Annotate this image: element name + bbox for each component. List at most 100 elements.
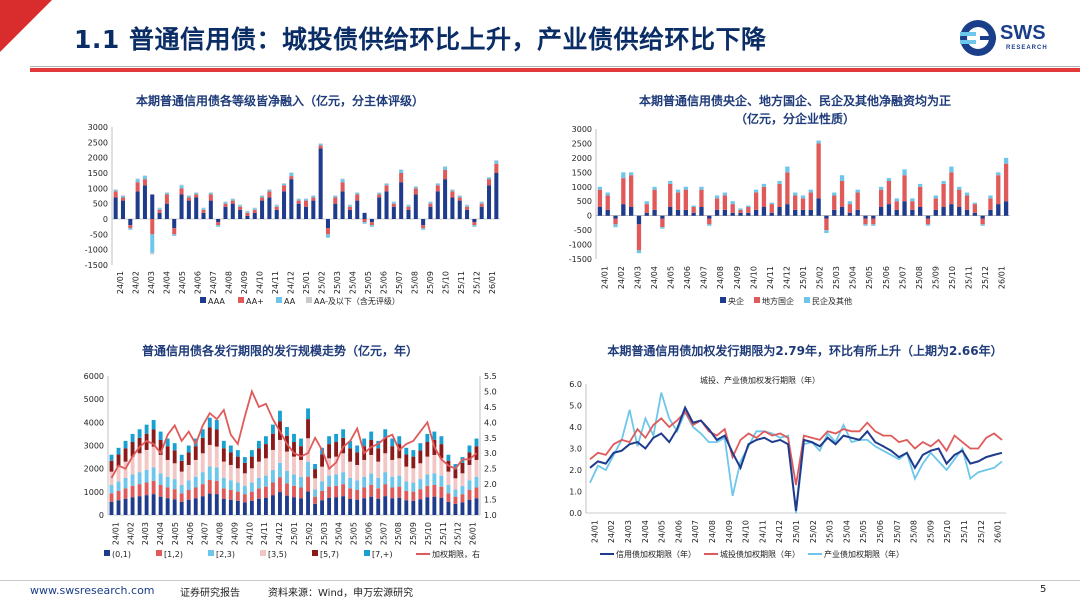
c3-bar xyxy=(144,469,149,483)
c2-xtick: 25/07 xyxy=(898,266,907,289)
c2-bar xyxy=(707,218,712,225)
c1-bar xyxy=(391,203,396,207)
c2-bar xyxy=(949,204,954,216)
c1-bar xyxy=(377,194,382,198)
c1-bar xyxy=(435,191,440,219)
c1-bar xyxy=(421,225,426,229)
c3-ytick: 1000 xyxy=(84,488,104,497)
c2-ytick: 3000 xyxy=(572,125,592,134)
c2-bar xyxy=(925,218,931,225)
c3-bar xyxy=(186,452,191,465)
c2-xtick: 25/08 xyxy=(915,266,924,289)
c3-bar xyxy=(235,482,240,492)
c3-bar xyxy=(200,429,205,438)
c1-bar xyxy=(120,195,125,196)
c3-bar xyxy=(453,496,458,504)
c3-bar xyxy=(165,487,170,499)
c3-bar xyxy=(242,462,247,474)
c3-bar xyxy=(278,462,282,478)
c2-bar xyxy=(605,195,610,210)
c1-bar xyxy=(238,205,243,207)
c3-legend-swatch xyxy=(260,550,266,556)
c1-legend-swatch xyxy=(238,297,244,303)
c3-y2tick: 1.0 xyxy=(484,511,497,520)
c3-bar xyxy=(221,440,226,449)
c4-xtick: 24/03 xyxy=(624,520,633,543)
c2-bar xyxy=(910,201,915,210)
c3-bar xyxy=(341,472,346,485)
c1-bar xyxy=(487,177,492,180)
c3-bar xyxy=(116,466,121,482)
c1-bar xyxy=(208,192,213,193)
c1-bar xyxy=(340,182,345,192)
c2-bar xyxy=(941,207,946,216)
c3-bar xyxy=(376,477,381,489)
c1-bar xyxy=(157,212,162,219)
c3-bar xyxy=(355,499,360,515)
c1-bar xyxy=(384,191,389,219)
chart1-title: 本期普通信用债各等级皆净融入（亿元，分主体评级） xyxy=(135,94,424,108)
c3-bar xyxy=(383,429,388,438)
c3-bar xyxy=(172,499,177,515)
c1-bar xyxy=(450,189,455,192)
c3-bar xyxy=(411,491,416,501)
c1-bar xyxy=(494,160,499,161)
c1-xtick: 24/11 xyxy=(271,271,280,294)
c4-ytick: 0.0 xyxy=(569,509,582,518)
c3-bar xyxy=(130,433,135,443)
c2-bar xyxy=(683,209,688,216)
c2-bar xyxy=(621,178,626,205)
chart2-title: 本期普通信用债央企、地方国企、民企及其他净融资均为正 xyxy=(638,94,951,108)
c1-bar xyxy=(406,209,411,219)
c3-bar xyxy=(348,448,353,462)
c3-xtick: 25/07 xyxy=(379,522,388,545)
c1-bar xyxy=(472,219,477,223)
c3-bar xyxy=(383,453,388,473)
c4-xtick: 24/12 xyxy=(775,520,784,543)
c1-legend-label: AA+ xyxy=(246,297,264,306)
c2-bar xyxy=(613,218,618,225)
c3-bar xyxy=(144,424,149,434)
c1-bar xyxy=(421,228,426,230)
c3-bar xyxy=(278,492,282,515)
c1-bar xyxy=(435,183,440,184)
footer-divider xyxy=(0,580,1080,581)
chart-weighted-term: 城投、产业债加权发行期限（年） 6.0 5.0 4.0 3.0 2.0 1.0 0.0 24/0… xyxy=(569,375,1006,559)
header-accent-triangle xyxy=(0,0,52,52)
c1-bar xyxy=(157,208,162,210)
c1-bar xyxy=(472,222,477,226)
c1-bar xyxy=(457,196,462,198)
c1-bar xyxy=(252,209,257,213)
c2-bar xyxy=(636,224,642,251)
c3-bar xyxy=(383,472,388,485)
c3-legend-swatch xyxy=(364,550,370,556)
c3-bar xyxy=(411,450,416,457)
c1-bar xyxy=(318,143,323,144)
c2-bar xyxy=(793,195,798,210)
c3-bar xyxy=(348,498,353,515)
c1-bar xyxy=(399,182,404,219)
c2-bar xyxy=(793,209,798,216)
c2-bar xyxy=(980,224,985,226)
c3-bar xyxy=(397,436,402,445)
c3-bar xyxy=(474,459,479,477)
c3-bar xyxy=(158,484,163,497)
c3-bar xyxy=(474,487,479,499)
c3-bar xyxy=(292,474,296,486)
c2-bar xyxy=(964,192,970,196)
c1-bar xyxy=(274,209,279,219)
c4-xtick: 24/05 xyxy=(658,520,667,543)
c2-bar xyxy=(832,195,837,210)
c3-bar xyxy=(404,466,409,482)
c3-bar xyxy=(151,420,156,430)
c3-bar xyxy=(271,424,275,434)
c3-bar xyxy=(355,452,360,465)
c3-bar xyxy=(439,444,444,459)
footer-site-link[interactable]: www.swsresearch.com xyxy=(30,584,155,597)
c3-bar xyxy=(256,448,261,462)
c3-bar xyxy=(179,471,184,485)
c3-bar xyxy=(228,499,233,515)
c2-bar xyxy=(769,202,774,205)
c3-bar xyxy=(285,495,289,515)
c3-bar xyxy=(207,444,212,467)
